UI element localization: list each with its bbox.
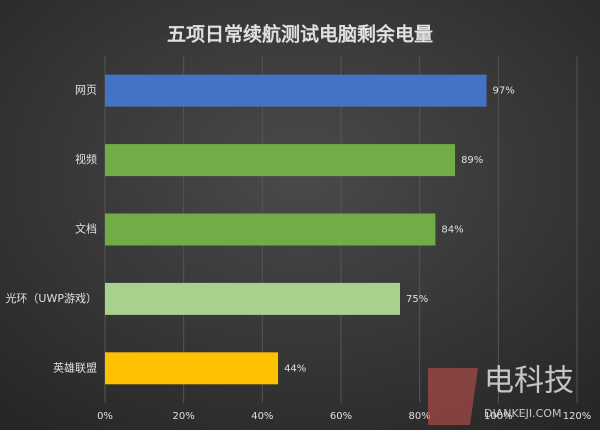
y-tick-label: 文档 [75, 222, 97, 236]
bar [105, 282, 400, 315]
value-label: 75% [406, 294, 428, 305]
bar [105, 352, 279, 385]
bar [105, 213, 436, 246]
watermark-logo [428, 368, 478, 425]
x-tick-label: 0% [97, 411, 113, 422]
x-tick-label: 40% [251, 411, 273, 422]
y-tick-label: 英雄联盟 [53, 360, 97, 374]
watermark-name: 电科技 [484, 364, 574, 399]
watermark-url: DIANKEJI.COM [484, 407, 561, 420]
y-tick-label: 光环（UWP游戏） [5, 291, 97, 305]
plot-area: 0% 20% 40% 60% 80% 100% 120% 网页 97% 视频 89% 文档 84% 光环（… [5, 56, 591, 422]
bar [105, 74, 487, 107]
watermark: 电科技 DIANKEJI.COM [428, 364, 574, 425]
bar [105, 144, 456, 177]
value-label: 44% [284, 363, 306, 374]
x-tick-label: 100% [484, 411, 513, 422]
x-tick-label: 60% [330, 411, 352, 422]
x-tick-label: 120% [563, 411, 592, 422]
value-label: 97% [493, 86, 515, 97]
x-tick-label: 20% [173, 411, 195, 422]
chart-title: 五项日常续航测试电脑剩余电量 [167, 23, 433, 46]
value-label: 84% [441, 225, 463, 236]
value-label: 89% [461, 155, 483, 166]
x-tick-label: 80% [409, 411, 431, 422]
y-tick-label: 网页 [75, 84, 97, 97]
y-tick-label: 视频 [75, 152, 97, 166]
